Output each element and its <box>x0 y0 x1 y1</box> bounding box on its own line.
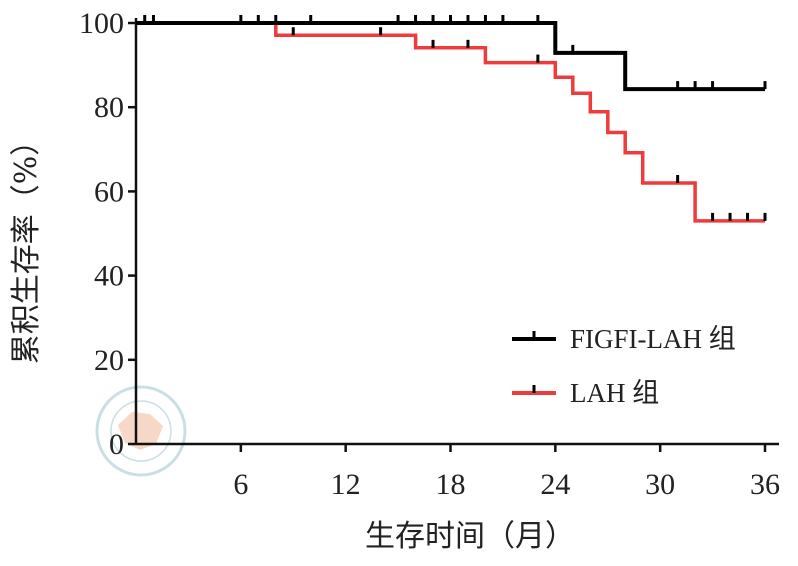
axes <box>136 18 779 445</box>
x-tick-label: 12 <box>331 468 361 501</box>
x-tick-label: 6 <box>233 468 248 501</box>
x-tick-label: 30 <box>645 468 675 501</box>
series-line-1 <box>136 23 765 221</box>
series-layer <box>136 15 765 221</box>
x-tick-label: 36 <box>750 468 780 501</box>
y-tick-label: 80 <box>94 91 124 124</box>
y-axis-ticks: 0 20 40 60 80 100 <box>79 7 136 461</box>
x-tick-label: 24 <box>540 468 570 501</box>
y-tick-label: 0 <box>109 428 124 461</box>
legend-label-lah: LAH 组 <box>570 378 659 408</box>
x-axis-ticks: 6 12 18 24 30 36 <box>233 444 780 501</box>
series-line-0 <box>136 23 765 89</box>
x-tick-label: 18 <box>436 468 466 501</box>
x-axis-label: 生存时间（月） <box>365 519 575 554</box>
y-axis-label: 累积生存率（%） <box>9 126 44 365</box>
legend-label-figfi: FIGFI-LAH 组 <box>570 324 736 354</box>
y-tick-label: 60 <box>94 175 124 208</box>
y-tick-label: 40 <box>94 260 124 293</box>
y-tick-label: 100 <box>79 7 124 40</box>
legend: FIGFI-LAH 组 LAH 组 <box>512 324 736 408</box>
y-tick-label: 20 <box>94 344 124 377</box>
